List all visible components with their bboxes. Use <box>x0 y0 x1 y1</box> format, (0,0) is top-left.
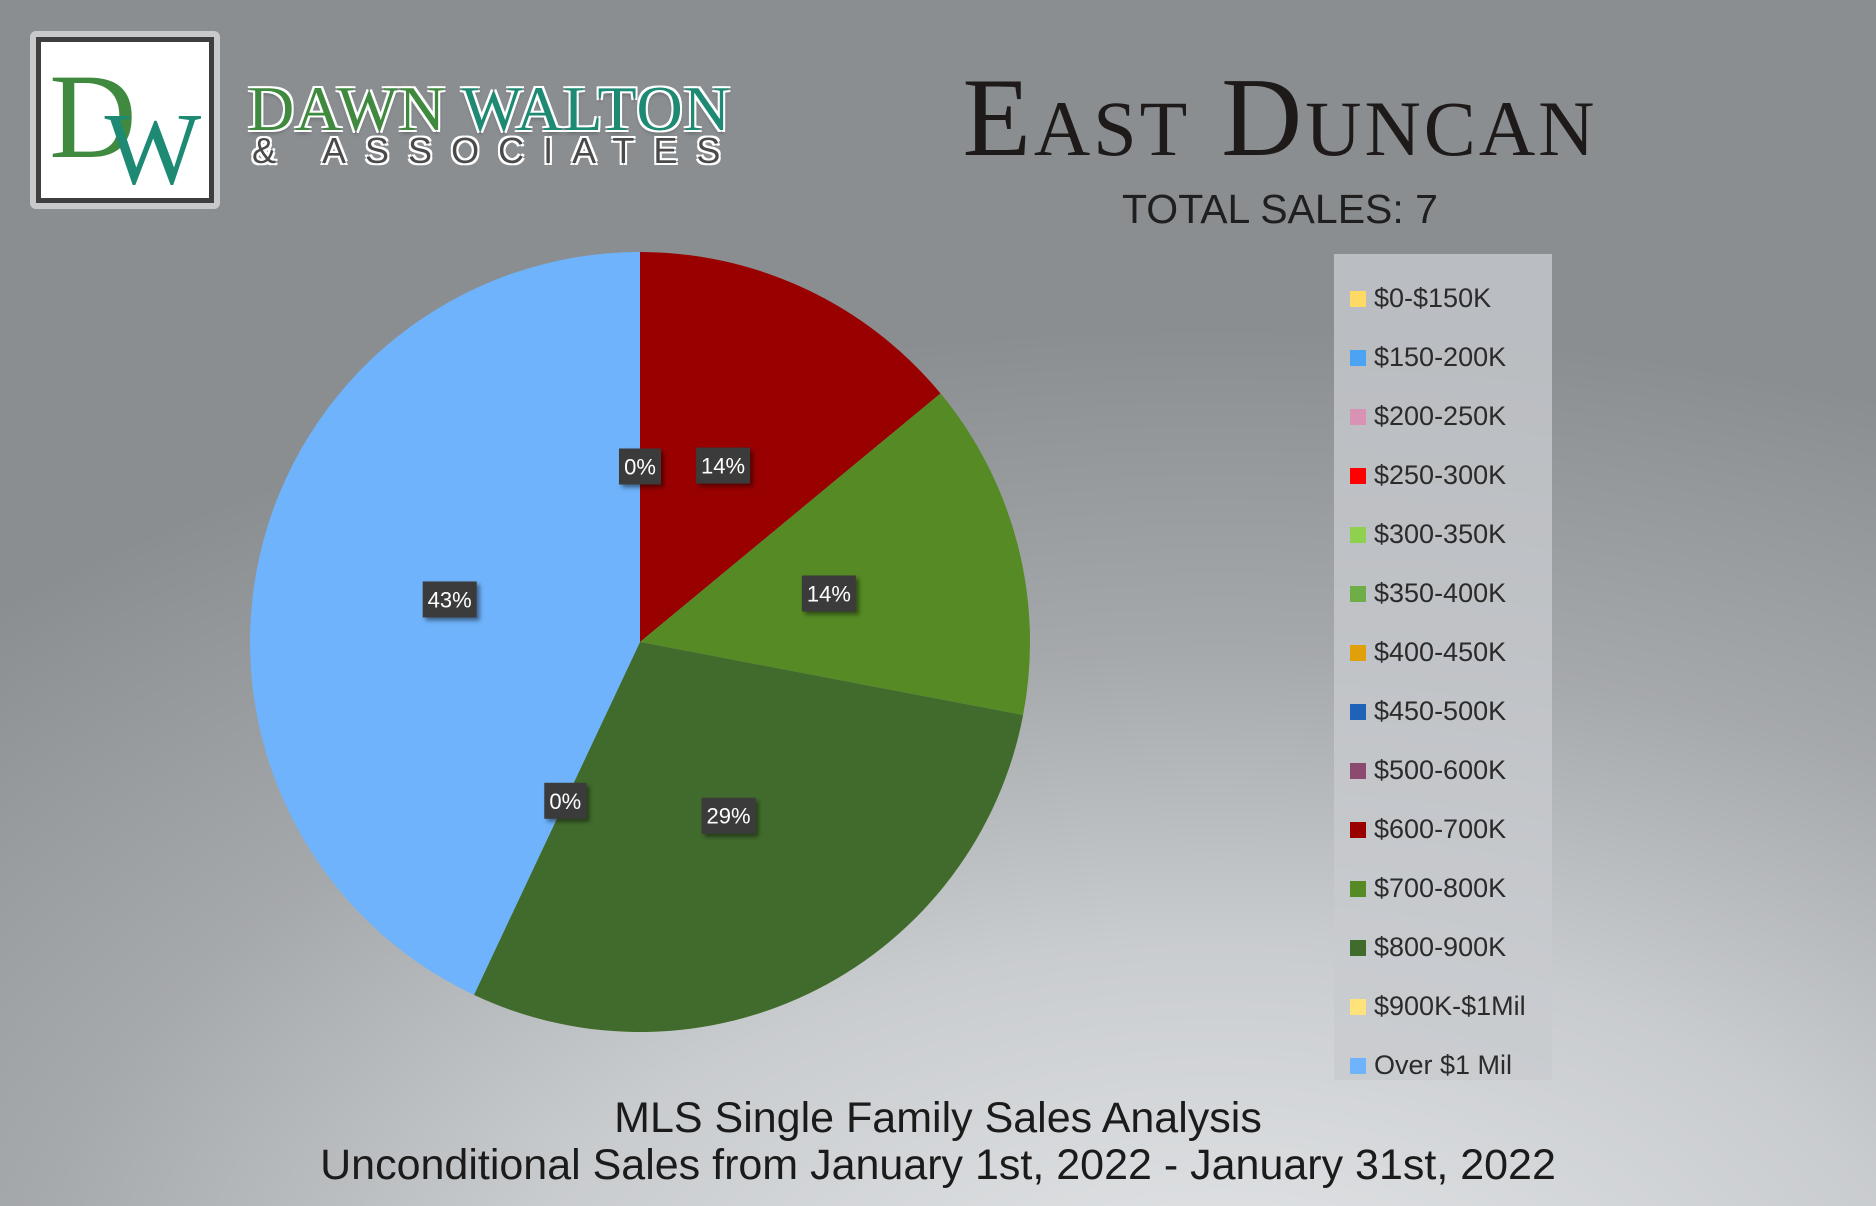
legend-item-8: $500-600K <box>1334 741 1552 800</box>
pie-data-label-text: 0% <box>549 789 581 814</box>
legend-swatch <box>1350 821 1366 838</box>
pie-slice-13 <box>250 252 641 995</box>
logo-frame: D W <box>30 31 220 209</box>
legend-swatch <box>1350 526 1366 543</box>
footer-title: MLS Single Family Sales Analysis <box>614 1094 1262 1142</box>
brand-name: DAWN WALTON <box>248 73 731 144</box>
legend-label: $600-700K <box>1374 814 1507 844</box>
legend-label: $450-500K <box>1374 696 1507 726</box>
legend-item-11: $800-900K <box>1334 918 1552 977</box>
pie-slice-9 <box>640 252 941 642</box>
legend-item-10: $700-800K <box>1334 859 1552 918</box>
page-title: East Duncan <box>962 56 1598 180</box>
legend-item-2: $200-250K <box>1334 387 1552 446</box>
legend-item-12: $900K-$1Mil <box>1334 977 1552 1036</box>
svg-text:W: W <box>105 94 202 198</box>
legend-label: $150-200K <box>1374 342 1507 372</box>
pie-data-label-text: 29% <box>707 804 751 829</box>
legend-label: $300-350K <box>1374 519 1507 549</box>
legend-swatch <box>1350 1057 1366 1074</box>
brand-tagline: & ASSOCIATES <box>252 130 740 171</box>
legend-label: Over $1 Mil <box>1374 1050 1513 1080</box>
legend-label: $0-$150K <box>1374 283 1492 313</box>
legend-item-13: Over $1 Mil <box>1334 1036 1552 1095</box>
legend-label: $500-600K <box>1374 755 1507 785</box>
legend-label: $900K-$1Mil <box>1374 991 1526 1021</box>
legend-label: $400-450K <box>1374 637 1507 667</box>
pie-data-label-text: 0% <box>624 455 656 480</box>
logo-border: D W <box>36 37 214 203</box>
legend-swatch <box>1350 703 1366 720</box>
pie-data-label-2: 14% <box>801 575 856 612</box>
pie-slice-11 <box>473 642 1024 1032</box>
legend-item-9: $600-700K <box>1334 800 1552 859</box>
legend-swatch <box>1350 585 1366 602</box>
legend-swatch <box>1350 467 1366 484</box>
legend-label: $250-300K <box>1374 460 1507 490</box>
legend-item-6: $400-450K <box>1334 623 1552 682</box>
pie-slice-10 <box>640 393 1030 716</box>
legend-item-5: $350-400K <box>1334 564 1552 623</box>
chart-legend: $0-$150K $150-200K $200-250K $250-300K $300-… <box>1334 254 1552 1080</box>
svg-text:D: D <box>49 50 136 184</box>
legend-item-4: $300-350K <box>1334 505 1552 564</box>
legend-label: $800-900K <box>1374 932 1507 962</box>
dw-monogram-icon: D W <box>49 50 202 198</box>
legend-label: $700-800K <box>1374 873 1507 903</box>
pie-data-label-3: 29% <box>701 797 756 834</box>
logo-mark: D W <box>41 42 209 198</box>
legend-item-0: $0-$150K <box>1334 269 1552 328</box>
total-sales: TOTAL SALES: 7 <box>1122 186 1438 232</box>
footer-date-range: Unconditional Sales from January 1st, 20… <box>320 1141 1556 1189</box>
legend-label: $200-250K <box>1374 401 1507 431</box>
pie-data-label-text: 43% <box>428 587 472 612</box>
pie-data-label-1: 14% <box>696 447 751 484</box>
legend-swatch <box>1350 290 1366 307</box>
pie-data-label-text: 14% <box>807 582 851 607</box>
legend-swatch <box>1350 762 1366 779</box>
legend-item-1: $150-200K <box>1334 328 1552 387</box>
legend-swatch <box>1350 349 1366 366</box>
pie-data-label-0: 0% <box>619 448 661 485</box>
pie-data-label-4: 0% <box>544 782 587 819</box>
pie-data-label-text: 14% <box>701 454 745 479</box>
legend-item-3: $250-300K <box>1334 446 1552 505</box>
legend-swatch <box>1350 880 1366 897</box>
legend-swatch <box>1350 939 1366 956</box>
legend-swatch <box>1350 408 1366 425</box>
legend-label: $350-400K <box>1374 578 1507 608</box>
legend-item-7: $450-500K <box>1334 682 1552 741</box>
legend-swatch <box>1350 998 1366 1015</box>
legend-swatch <box>1350 644 1366 661</box>
pie-data-label-5: 43% <box>422 581 477 618</box>
